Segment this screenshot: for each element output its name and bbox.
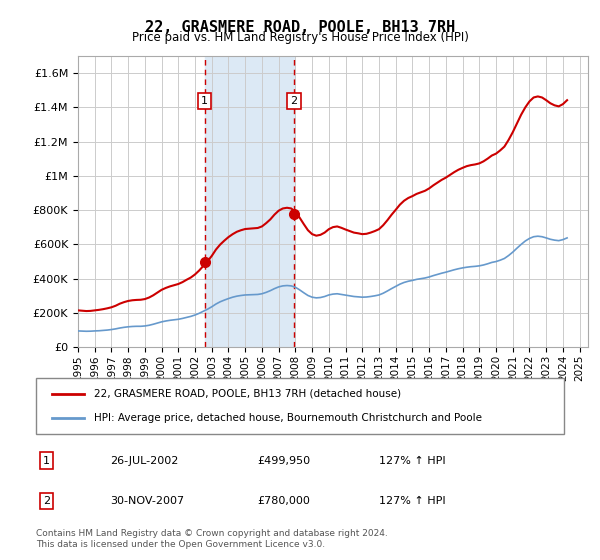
FancyBboxPatch shape — [36, 378, 564, 434]
Bar — [205, 56, 294, 347]
Text: 1: 1 — [201, 96, 208, 106]
Text: Contains HM Land Registry data © Crown copyright and database right 2024.
This d: Contains HM Land Registry data © Crown c… — [36, 529, 388, 549]
Text: 1: 1 — [43, 456, 50, 465]
Text: 2: 2 — [43, 496, 50, 506]
Text: £780,000: £780,000 — [258, 496, 311, 506]
Text: HPI: Average price, detached house, Bournemouth Christchurch and Poole: HPI: Average price, detached house, Bour… — [94, 413, 482, 423]
Text: £499,950: £499,950 — [258, 456, 311, 465]
Text: 26-JUL-2002: 26-JUL-2002 — [110, 456, 178, 465]
Text: 30-NOV-2007: 30-NOV-2007 — [110, 496, 184, 506]
Text: Price paid vs. HM Land Registry's House Price Index (HPI): Price paid vs. HM Land Registry's House … — [131, 31, 469, 44]
Text: 127% ↑ HPI: 127% ↑ HPI — [379, 456, 446, 465]
Text: 22, GRASMERE ROAD, POOLE, BH13 7RH: 22, GRASMERE ROAD, POOLE, BH13 7RH — [145, 20, 455, 35]
Text: 22, GRASMERE ROAD, POOLE, BH13 7RH (detached house): 22, GRASMERE ROAD, POOLE, BH13 7RH (deta… — [94, 389, 401, 399]
Text: 2: 2 — [290, 96, 298, 106]
Text: 127% ↑ HPI: 127% ↑ HPI — [379, 496, 446, 506]
